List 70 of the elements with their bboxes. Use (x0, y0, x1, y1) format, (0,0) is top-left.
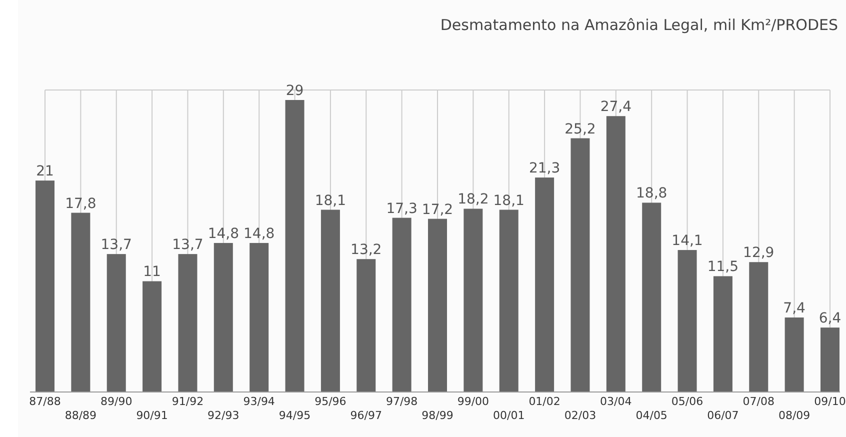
x-tick-label: 96/97 (350, 409, 382, 422)
data-label: 14,8 (208, 226, 239, 242)
x-tick-label: 02/03 (564, 409, 596, 422)
bar (428, 218, 447, 392)
data-label: 13,7 (100, 237, 132, 254)
bar (820, 328, 840, 392)
data-label: 12,9 (743, 245, 774, 262)
x-tick-label: 90/91 (136, 409, 168, 422)
bar (784, 317, 804, 392)
data-label: 17,3 (386, 200, 418, 217)
data-label: 18,1 (493, 192, 524, 209)
x-tick-label: 07/08 (742, 395, 774, 408)
data-label: 18,8 (636, 186, 668, 202)
data-label: 14,8 (244, 226, 275, 242)
bar (570, 138, 590, 392)
data-label: 11,5 (707, 259, 739, 276)
x-tick-label: 04/05 (636, 409, 668, 422)
bar (464, 208, 483, 392)
x-tick-label: 09/10 (814, 395, 846, 408)
x-tick-label: 06/07 (707, 409, 739, 422)
data-label: 21 (36, 164, 54, 180)
data-label: 18,1 (314, 192, 346, 209)
x-tick-label: 01/02 (528, 395, 560, 408)
bar (285, 100, 304, 392)
bar (356, 259, 376, 392)
data-label: 25,2 (564, 121, 596, 138)
x-tick-label: 92/93 (208, 409, 240, 422)
data-label: 17,8 (65, 196, 96, 212)
data-label: 7,4 (783, 300, 806, 316)
x-tick-label: 87/88 (29, 395, 61, 408)
bar (642, 202, 662, 392)
x-tick-label: 91/92 (172, 395, 204, 408)
x-tick-label: 00/01 (493, 409, 525, 422)
bar (678, 250, 697, 392)
bar (749, 262, 768, 392)
bar (392, 218, 412, 392)
data-label: 18,2 (458, 192, 489, 208)
data-label: 21,3 (528, 160, 560, 177)
bar (713, 276, 732, 392)
data-label: 29 (286, 83, 304, 99)
x-tick-label: 08/09 (778, 409, 810, 422)
bar (535, 178, 554, 392)
data-label: 14,1 (672, 233, 703, 250)
x-tick-label: 93/94 (243, 395, 275, 408)
x-tick-label: 94/95 (278, 409, 311, 422)
bar (606, 116, 626, 392)
x-tick-label: 97/98 (386, 395, 418, 408)
x-tick-label: 95/96 (314, 395, 346, 408)
x-tick-label: 05/06 (671, 395, 704, 408)
bar (106, 254, 126, 392)
data-label: 6,4 (818, 310, 842, 327)
x-tick-label: 99/00 (457, 395, 490, 408)
bar (178, 254, 198, 392)
bar (214, 242, 233, 392)
data-label: 11 (143, 264, 161, 280)
chart-title: Desmatamento na Amazônia Legal, mil Km²/PRODES (440, 16, 838, 34)
x-tick-label: 88/89 (64, 409, 97, 422)
data-label: 13,2 (350, 242, 382, 258)
x-tick-label: 89/90 (100, 395, 132, 408)
bar (71, 212, 90, 392)
bar (36, 180, 54, 392)
data-label: 13,7 (172, 237, 204, 254)
bar (499, 210, 518, 392)
data-label: 17,2 (422, 202, 454, 218)
bar (250, 242, 269, 392)
x-tick-label: 98/99 (422, 409, 454, 422)
bar (320, 210, 340, 392)
x-tick-label: 03/04 (600, 395, 632, 408)
bar (142, 281, 162, 392)
data-label: 27,4 (600, 99, 632, 116)
